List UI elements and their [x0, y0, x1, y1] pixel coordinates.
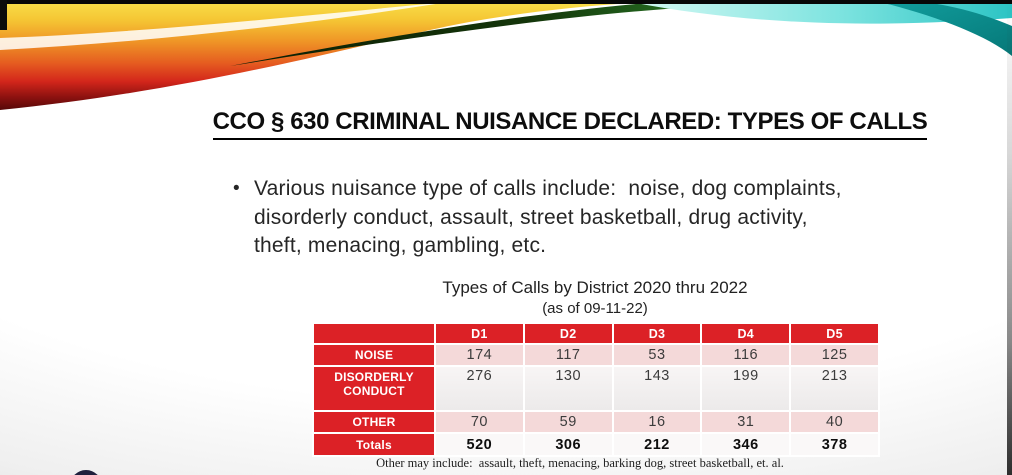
row-label: OTHER — [312, 410, 436, 434]
bullet-line: disorderly conduct, assault, street bask… — [254, 205, 808, 229]
video-frame-left-edge — [0, 0, 7, 30]
table-row-other: OTHER 70 59 16 31 40 — [312, 410, 880, 434]
ribbon-shape — [0, 0, 705, 110]
calls-by-district-table: D1 D2 D3 D4 D5 NOISE 174 117 53 116 125 … — [312, 322, 880, 457]
column-header-d4: D4 — [700, 322, 792, 345]
table-title: Types of Calls by District 2020 thru 202… — [442, 278, 748, 297]
video-frame-right-edge — [1007, 0, 1012, 475]
data-cell: 16 — [611, 410, 703, 434]
data-cell: 143 — [611, 365, 703, 412]
data-cell: 174 — [434, 343, 525, 367]
bullet-marker: • — [233, 178, 240, 199]
data-cell: 70 — [434, 410, 525, 434]
bullet-item: • Various nuisance type of calls include… — [233, 175, 983, 261]
data-cell: 59 — [522, 410, 614, 434]
data-cell: 520 — [434, 432, 525, 457]
data-cell: 31 — [700, 410, 792, 434]
table-subtitle: (as of 09-11-22) — [542, 300, 648, 317]
white-streak — [0, 2, 448, 50]
wave-banner-graphic — [0, 0, 1012, 110]
column-header-d3: D3 — [611, 322, 703, 345]
data-cell: 378 — [789, 432, 880, 457]
column-header-d2: D2 — [522, 322, 614, 345]
bullet-line: theft, menacing, gambling, etc. — [254, 234, 547, 257]
bullet-text: Various nuisance type of calls include: … — [254, 175, 842, 261]
video-frame-top-border — [0, 0, 1012, 4]
table-header-row: D1 D2 D3 D4 D5 — [312, 322, 880, 345]
column-header-d5: D5 — [789, 322, 880, 345]
data-cell: 212 — [611, 432, 703, 457]
data-cell: 346 — [700, 432, 792, 457]
title-container: CCO § 630 CRIMINAL NUISANCE DECLARED: TY… — [130, 108, 1010, 140]
row-label: DISORDERLY CONDUCT — [312, 365, 436, 412]
bullet-line: Various nuisance type of calls include: … — [254, 177, 842, 200]
calls-table-section: Types of Calls by District 2020 thru 202… — [312, 278, 880, 457]
speaker-video-bubble — [70, 470, 102, 475]
corner-cell — [312, 322, 436, 345]
slide-title: CCO § 630 CRIMINAL NUISANCE DECLARED: TY… — [212, 108, 928, 140]
data-cell: 40 — [789, 410, 880, 434]
row-label: Totals — [312, 432, 436, 457]
table-footnote: Other may include: assault, theft, menac… — [376, 456, 784, 470]
data-cell: 306 — [522, 432, 614, 457]
table-row-noise: NOISE 174 117 53 116 125 — [312, 343, 880, 367]
data-cell: 213 — [789, 365, 880, 412]
data-cell: 117 — [522, 343, 614, 367]
data-cell: 199 — [700, 365, 792, 412]
row-label: NOISE — [312, 343, 436, 367]
data-cell: 130 — [522, 365, 614, 412]
data-cell: 276 — [434, 365, 525, 412]
teal-corner-streak — [872, 0, 1012, 56]
table-row-totals: Totals 520 306 212 346 378 — [312, 432, 880, 457]
column-header-d1: D1 — [434, 322, 525, 345]
data-cell: 53 — [611, 343, 703, 367]
table-row-disorderly-conduct: DISORDERLY CONDUCT 276 130 143 199 213 — [312, 365, 880, 412]
data-cell: 125 — [789, 343, 880, 367]
data-cell: 116 — [700, 343, 792, 367]
